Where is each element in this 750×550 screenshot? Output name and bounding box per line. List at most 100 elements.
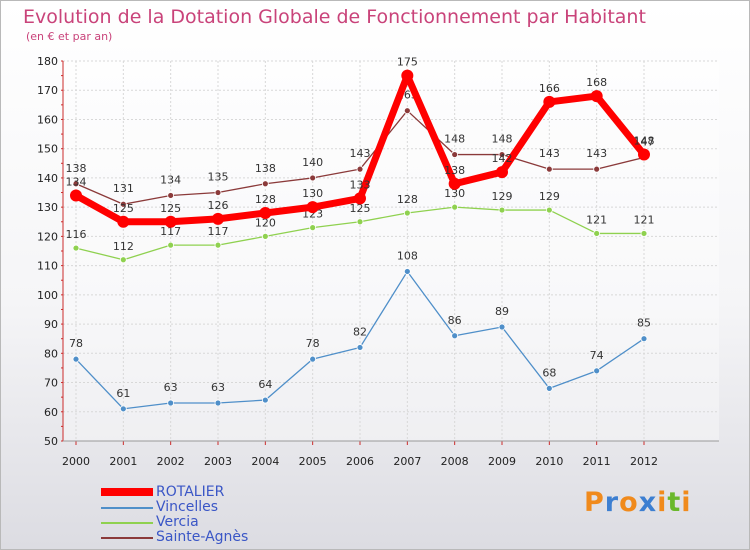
data-point	[593, 230, 601, 237]
data-label: 61	[116, 387, 130, 400]
data-label: 134	[66, 175, 87, 188]
x-tick-label: 2007	[393, 455, 421, 468]
data-label: 148	[444, 133, 465, 146]
x-tick-label: 2000	[62, 455, 90, 468]
data-label: 89	[495, 305, 509, 318]
data-label: 148	[492, 133, 513, 146]
x-tick-label: 2010	[535, 455, 563, 468]
data-point	[356, 218, 364, 226]
data-label: 117	[208, 225, 229, 238]
data-label: 82	[353, 325, 367, 338]
data-label: 125	[113, 202, 134, 215]
data-label: 63	[211, 381, 225, 394]
logo-letter: r	[604, 487, 620, 518]
data-point	[309, 224, 317, 232]
chart-subtitle: (en € et par an)	[26, 30, 113, 43]
data-label: 135	[208, 171, 229, 184]
logo-letter: i	[681, 487, 692, 518]
x-tick-label: 2005	[299, 455, 327, 468]
legend-item-sainte-agnes: Sainte-Agnès	[101, 529, 321, 546]
legend-label-vercia: Vercia	[156, 514, 199, 530]
data-point	[451, 332, 459, 340]
data-point	[498, 151, 506, 158]
logo-letter: x	[638, 487, 658, 518]
data-label: 74	[590, 349, 604, 362]
data-label: 142	[492, 152, 513, 165]
data-label: 140	[302, 156, 323, 169]
data-point	[167, 241, 175, 249]
data-label: 143	[539, 147, 560, 160]
data-label: 138	[255, 162, 276, 175]
legend-label-rotalier: ROTALIER	[156, 484, 225, 500]
data-label: 143	[350, 147, 371, 160]
y-tick-label: 160	[37, 113, 58, 126]
data-label: 130	[302, 187, 323, 200]
x-tick-label: 2009	[488, 455, 516, 468]
chart-title: Evolution de la Dotation Globale de Fonc…	[23, 6, 646, 28]
y-tick-label: 110	[37, 260, 58, 273]
data-point	[261, 232, 269, 240]
data-label: 143	[586, 147, 607, 160]
y-tick-label: 150	[37, 143, 58, 156]
y-tick-label: 140	[37, 172, 58, 185]
legend-item-vincelles: Vincelles	[101, 499, 321, 516]
data-label: 125	[350, 202, 371, 215]
data-point	[119, 405, 127, 413]
legend-swatch-vercia	[101, 522, 153, 524]
data-label: 117	[160, 225, 181, 238]
y-tick-label: 70	[44, 377, 58, 390]
data-point	[70, 189, 82, 202]
data-point	[306, 201, 319, 214]
x-tick-label: 2006	[346, 455, 374, 468]
data-point	[593, 367, 601, 375]
data-point	[167, 192, 175, 199]
data-point	[72, 355, 80, 363]
data-point	[212, 212, 224, 225]
data-point	[545, 165, 553, 173]
data-point	[543, 95, 556, 108]
data-label: 125	[160, 202, 181, 215]
proxiti-logo: Proxiti	[584, 487, 692, 518]
data-label: 120	[255, 216, 276, 229]
data-point	[259, 207, 272, 219]
data-point	[593, 165, 601, 173]
data-label: 78	[306, 337, 320, 350]
data-point	[498, 206, 506, 214]
y-tick-label: 120	[37, 230, 58, 243]
data-point	[214, 399, 222, 407]
data-label: 78	[69, 337, 83, 350]
y-tick-label: 130	[37, 201, 58, 214]
data-label: 68	[542, 366, 556, 379]
data-point	[401, 69, 414, 82]
data-label: 133	[350, 178, 371, 191]
legend-item-rotalier: ROTALIER	[101, 484, 321, 501]
data-label: 126	[208, 199, 229, 212]
data-point	[640, 230, 648, 237]
x-tick-label: 2011	[583, 455, 611, 468]
data-label: 129	[539, 190, 560, 203]
x-tick-label: 2002	[157, 455, 185, 468]
x-tick-label: 2003	[204, 455, 232, 468]
data-label: 148	[634, 135, 655, 148]
data-point	[451, 203, 459, 211]
data-label: 64	[258, 378, 272, 391]
data-point	[117, 215, 130, 228]
data-label: 131	[113, 182, 134, 195]
data-label: 86	[448, 314, 462, 327]
y-tick-label: 50	[44, 435, 58, 448]
data-point	[119, 200, 127, 208]
y-tick-label: 80	[44, 347, 58, 360]
y-tick-label: 180	[37, 55, 58, 68]
data-point	[545, 206, 553, 214]
data-point	[356, 165, 364, 173]
data-point	[403, 209, 411, 217]
data-point	[164, 215, 177, 228]
data-label: 108	[397, 249, 418, 262]
data-point	[354, 192, 366, 205]
data-label: 138	[444, 164, 465, 177]
x-tick-label: 2004	[251, 455, 279, 468]
data-point	[261, 180, 269, 188]
x-tick-label: 2012	[630, 455, 658, 468]
data-label: 128	[255, 193, 276, 206]
